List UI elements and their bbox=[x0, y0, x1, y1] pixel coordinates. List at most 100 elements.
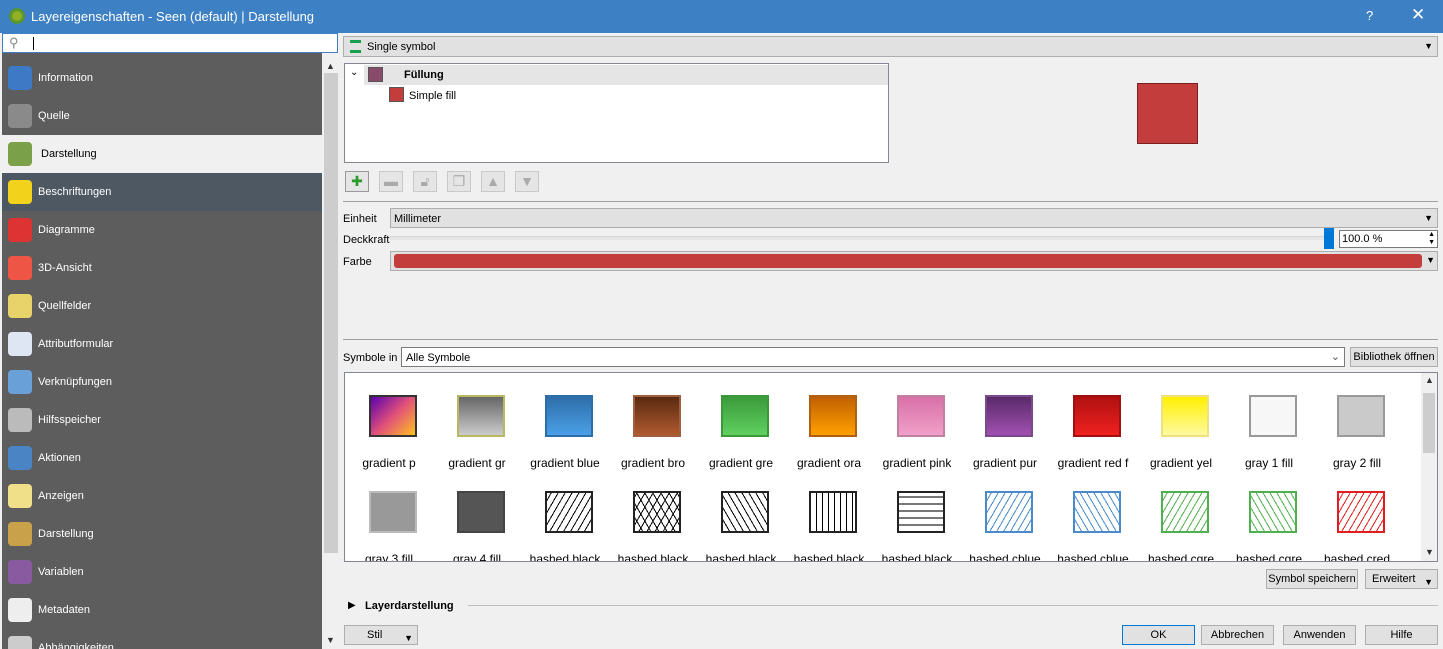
renderer-select[interactable]: Single symbol ▼ bbox=[343, 36, 1438, 57]
sidebar-item-beschriftungen[interactable]: Beschriftungen bbox=[2, 173, 322, 211]
dropdown-arrow-icon[interactable]: ▼ bbox=[1426, 255, 1435, 265]
save-symbol-button[interactable]: Symbol speichern bbox=[1266, 569, 1358, 589]
tree-item-simple-fill[interactable]: Simple fill bbox=[364, 86, 564, 106]
symbol-item[interactable]: gradient red f bbox=[1049, 373, 1137, 470]
apply-button[interactable]: Anwenden bbox=[1283, 625, 1356, 645]
layer-rendering-section[interactable]: Layerdarstellung bbox=[365, 600, 454, 612]
symbol-item[interactable]: gray 2 fill bbox=[1313, 373, 1401, 470]
symbol-item[interactable]: gray 1 fill bbox=[1225, 373, 1313, 470]
sidebar-item-label: Information bbox=[38, 72, 94, 84]
chevron-down-icon[interactable]: ⌄ bbox=[350, 67, 359, 78]
sidebar-item-label: Attributformular bbox=[38, 338, 114, 350]
collapse-triangle-icon[interactable]: ▶ bbox=[348, 600, 356, 611]
sidebar-item-3d-ansicht[interactable]: 3D-Ansicht bbox=[2, 249, 322, 287]
symbol-item[interactable]: gradient p bbox=[345, 373, 433, 470]
dependencies-icon bbox=[8, 636, 32, 649]
sidebar-item-diagramme[interactable]: Diagramme bbox=[2, 211, 322, 249]
style-button[interactable]: Stil ▼ bbox=[344, 625, 418, 645]
symbol-name: hashed black bbox=[881, 552, 953, 562]
sidebar-item-information[interactable]: Information bbox=[2, 59, 322, 97]
move-up-button[interactable]: ▲ bbox=[481, 171, 505, 192]
symbol-name: gray 4 fill bbox=[452, 552, 502, 562]
title-bar: Layereigenschaften - Seen (default) | Da… bbox=[0, 0, 1443, 33]
sidebar-item-darstellung[interactable]: Darstellung bbox=[2, 515, 322, 553]
scrollbar-thumb[interactable] bbox=[324, 73, 338, 553]
symbol-item[interactable]: hashed cred bbox=[1313, 469, 1401, 561]
symbol-item[interactable]: hashed black bbox=[873, 469, 961, 562]
ok-button[interactable]: OK bbox=[1122, 625, 1195, 645]
symbol-item[interactable]: gray 4 fill bbox=[433, 469, 521, 562]
abc-label-icon bbox=[8, 180, 32, 204]
scroll-down-icon[interactable]: ▼ bbox=[326, 635, 335, 645]
symbol-item[interactable]: gradient bro bbox=[609, 373, 697, 470]
open-library-button[interactable]: Bibliothek öffnen bbox=[1350, 347, 1438, 367]
sidebar-item-anzeigen[interactable]: Anzeigen bbox=[2, 477, 322, 515]
symbol-grid-scrollbar[interactable]: ▲ ▼ bbox=[1421, 373, 1437, 561]
symbol-item[interactable]: gradient yel bbox=[1137, 373, 1225, 470]
symbol-item[interactable]: hashed cgre bbox=[1225, 469, 1313, 561]
symbol-name: hashed cblue bbox=[969, 552, 1041, 562]
symbol-group-select[interactable]: Alle Symbole ⌄ bbox=[401, 347, 1345, 367]
symbol-item[interactable]: hashed cgre bbox=[1137, 469, 1225, 561]
unit-select[interactable]: Millimeter ▼ bbox=[390, 208, 1438, 228]
sidebar-scrollbar[interactable]: ▲ ▼ bbox=[322, 59, 338, 649]
scroll-up-icon[interactable]: ▲ bbox=[326, 61, 335, 71]
sidebar-item-hilfsspeicher[interactable]: Hilfsspeicher bbox=[2, 401, 322, 439]
symbol-item[interactable]: gradient ora bbox=[785, 373, 873, 470]
opacity-slider-handle[interactable] bbox=[1324, 228, 1334, 249]
opacity-spinbox[interactable]: 100.0 % ▲ ▼ bbox=[1339, 230, 1438, 248]
symbol-layer-tree: ⌄ Füllung Simple fill bbox=[344, 63, 889, 163]
symbol-swatch-icon bbox=[809, 491, 857, 533]
symbol-item[interactable]: gradient pink bbox=[873, 373, 961, 470]
color-button[interactable]: ▼ bbox=[390, 251, 1438, 271]
symbol-item[interactable]: hashed black bbox=[521, 469, 609, 561]
symbol-item[interactable]: hashed cblue bbox=[961, 469, 1049, 562]
symbol-item[interactable]: hashed black bbox=[697, 469, 785, 561]
duplicate-layer-button[interactable]: ❐ bbox=[447, 171, 471, 192]
symbol-item[interactable]: gradient pur bbox=[961, 373, 1049, 470]
sidebar-item-verknüpfungen[interactable]: Verknüpfungen bbox=[2, 363, 322, 401]
sidebar-item-label: Anzeigen bbox=[38, 490, 84, 502]
sidebar-item-variablen[interactable]: Variablen bbox=[2, 553, 322, 591]
sidebar-item-darstellung[interactable]: Darstellung bbox=[2, 135, 322, 173]
symbol-item[interactable]: hashed black bbox=[785, 469, 873, 561]
cancel-button[interactable]: Abbrechen bbox=[1201, 625, 1274, 645]
sidebar-item-aktionen[interactable]: Aktionen bbox=[2, 439, 322, 477]
scrollbar-thumb[interactable] bbox=[1423, 393, 1435, 453]
move-down-button[interactable]: ▼ bbox=[515, 171, 539, 192]
sidebar-item-abhängigkeiten[interactable]: Abhängigkeiten bbox=[2, 629, 322, 649]
epsilon-icon bbox=[8, 560, 32, 584]
wrench-gear-icon bbox=[8, 104, 32, 128]
help-footer-button[interactable]: Hilfe bbox=[1365, 625, 1438, 645]
symbol-item[interactable]: gradient gr bbox=[433, 373, 521, 470]
opacity-value: 100.0 % bbox=[1342, 233, 1383, 245]
search-input[interactable]: ⚲ bbox=[2, 33, 338, 53]
tree-item-fill[interactable]: Füllung bbox=[364, 65, 888, 85]
symbol-preview bbox=[1137, 83, 1198, 144]
opacity-label: Deckkraft bbox=[343, 234, 390, 246]
remove-layer-button[interactable]: ▬ bbox=[379, 171, 403, 192]
join-icon bbox=[8, 370, 32, 394]
sidebar-item-metadaten[interactable]: Metadaten bbox=[2, 591, 322, 629]
scroll-down-icon[interactable]: ▼ bbox=[1425, 547, 1434, 557]
spin-arrows-icon[interactable]: ▲ ▼ bbox=[1428, 231, 1435, 246]
symbol-item[interactable]: gradient gre bbox=[697, 373, 785, 470]
symbol-grid: gradient p gradient gr gradient blue gradie… bbox=[344, 372, 1438, 562]
sidebar-item-attributformular[interactable]: Attributformular bbox=[2, 325, 322, 363]
symbol-name: gradient bro bbox=[620, 456, 686, 470]
advanced-button[interactable]: Erweitert ▼ bbox=[1365, 569, 1438, 589]
scroll-up-icon[interactable]: ▲ bbox=[1425, 375, 1434, 385]
sidebar-item-quellfelder[interactable]: Quellfelder bbox=[2, 287, 322, 325]
symbol-item[interactable]: gray 3 fill bbox=[345, 469, 433, 561]
opacity-slider[interactable] bbox=[390, 236, 1325, 240]
add-layer-button[interactable]: ✚ bbox=[345, 171, 369, 192]
symbol-item[interactable]: hashed cblue bbox=[1049, 469, 1137, 561]
help-button[interactable]: ? bbox=[1366, 8, 1374, 23]
symbol-item[interactable]: hashed black bbox=[609, 469, 697, 561]
symbol-swatch-icon bbox=[721, 491, 769, 533]
close-button[interactable]: ✕ bbox=[1411, 5, 1426, 24]
brush-icon bbox=[8, 522, 32, 546]
sidebar-item-quelle[interactable]: Quelle bbox=[2, 97, 322, 135]
lock-layer-button[interactable]: 🔓︎ bbox=[413, 171, 437, 192]
symbol-item[interactable]: gradient blue bbox=[521, 373, 609, 470]
